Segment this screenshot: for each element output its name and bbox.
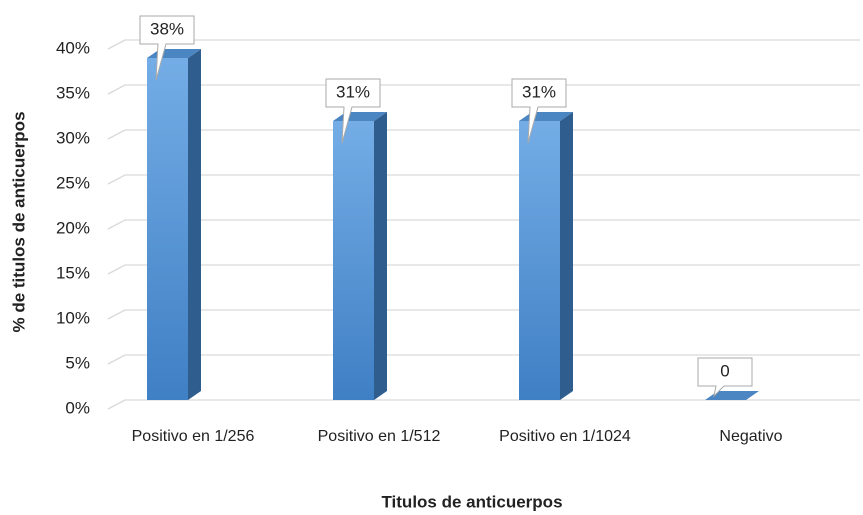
data-label: 0 — [720, 361, 729, 380]
x-tick-label: Negativo — [719, 428, 783, 445]
data-label: 38% — [150, 19, 184, 38]
grid-line — [107, 39, 860, 50]
bar-side — [374, 112, 387, 400]
x-tick-label: Positivo en 1/512 — [317, 428, 441, 445]
grid-line — [107, 264, 860, 275]
x-axis-title: Titulos de anticuerpos — [381, 492, 562, 511]
y-tick-label: 30% — [56, 128, 90, 147]
y-tick-label: 10% — [56, 308, 90, 327]
grid-line — [107, 84, 860, 95]
bar — [147, 49, 201, 400]
y-tick-label: 0% — [65, 398, 90, 417]
grid-line — [107, 129, 860, 140]
y-tick-label: 25% — [56, 173, 90, 192]
y-tick-label: 20% — [56, 218, 90, 237]
bar-side — [188, 49, 201, 400]
grid-line — [107, 174, 860, 185]
y-tick-label: 35% — [56, 83, 90, 102]
bar — [705, 391, 759, 401]
bar — [519, 112, 573, 400]
x-tick-label: Positivo en 1/1024 — [499, 428, 631, 445]
bar-front — [333, 121, 374, 400]
x-tick-label-box: Positivo en 1/1024 — [499, 428, 631, 445]
data-label: 31% — [336, 82, 370, 101]
bar — [333, 112, 387, 400]
data-label-box — [697, 357, 753, 398]
grid-line — [107, 309, 860, 320]
grid-line — [107, 399, 860, 410]
data-label-box — [139, 15, 195, 81]
bar-top — [705, 391, 759, 400]
y-tick-label: 5% — [65, 353, 90, 372]
x-tick-label-box: Positivo en 1/512 — [317, 428, 441, 445]
grid-line — [107, 219, 860, 230]
data-label: 31% — [522, 82, 556, 101]
x-tick-label-box: Negativo — [719, 428, 783, 445]
x-tick-label-box: Positivo en 1/256 — [131, 428, 255, 445]
bar-side — [560, 112, 573, 400]
grid-line — [107, 354, 860, 365]
x-tick-label: Positivo en 1/256 — [131, 428, 255, 445]
y-tick-label: 15% — [56, 263, 90, 282]
bar-front — [147, 58, 188, 400]
data-label-box — [511, 78, 567, 144]
data-label-box — [325, 78, 381, 144]
y-tick-label: 40% — [56, 38, 90, 57]
bar-front — [519, 121, 560, 400]
y-axis-title: % de titulos de anticuerpos — [9, 111, 28, 332]
